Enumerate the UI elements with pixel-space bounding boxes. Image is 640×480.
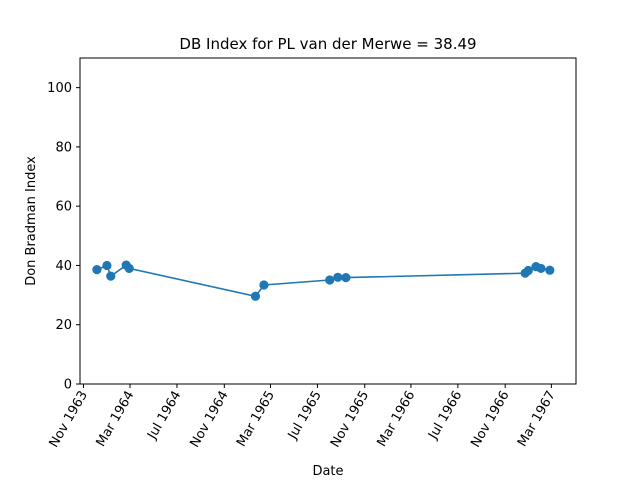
data-point-6 <box>259 280 269 290</box>
y-tick-label-2: 40 <box>55 259 72 274</box>
data-point-2 <box>106 271 116 281</box>
data-point-11 <box>523 265 533 276</box>
x-axis-title: Date <box>312 464 343 479</box>
series-layer <box>92 260 555 301</box>
y-tick-label-3: 60 <box>55 200 72 215</box>
y-axis-title: Don Bradman Index <box>24 156 39 286</box>
y-tick-label-4: 80 <box>55 140 72 155</box>
chart-title: DB Index for PL van der Merwe = 38.49 <box>179 35 476 53</box>
data-point-1 <box>102 260 112 271</box>
y-tick-label-0: 0 <box>64 378 72 393</box>
data-point-4 <box>124 263 134 274</box>
data-point-5 <box>250 291 261 301</box>
y-axis: 0 20 40 60 80 100 <box>47 81 80 393</box>
data-point-9 <box>341 273 351 283</box>
data-point-13 <box>536 263 546 274</box>
y-tick-label-5: 100 <box>47 81 72 96</box>
y-tick-label-1: 20 <box>55 318 72 333</box>
data-point-14 <box>545 265 555 275</box>
plot-frame <box>79 57 577 385</box>
data-point-7 <box>325 275 335 285</box>
data-point-8 <box>333 272 343 282</box>
data-point-0 <box>92 265 102 275</box>
